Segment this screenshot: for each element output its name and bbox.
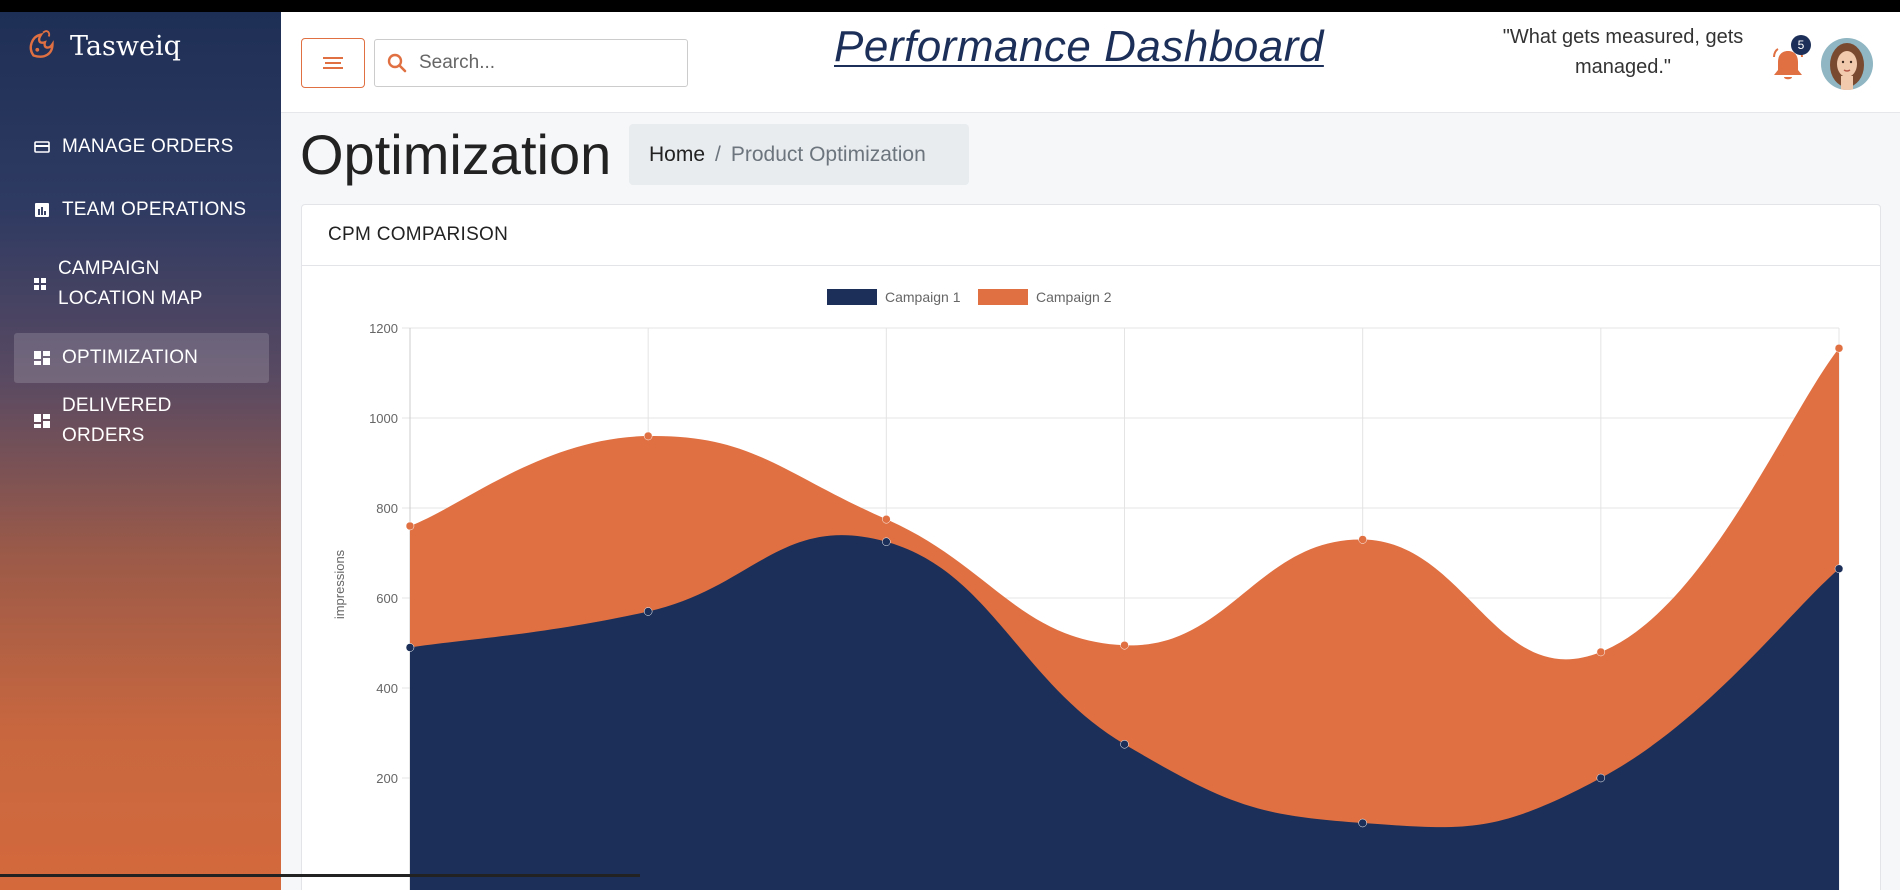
menu-toggle-button[interactable] <box>301 38 365 88</box>
avatar-image <box>1821 38 1873 90</box>
search-input[interactable] <box>419 52 669 74</box>
y-tick-label: 200 <box>376 771 398 786</box>
data-point <box>1358 818 1367 828</box>
y-tick-label: 1200 <box>369 321 398 336</box>
brand-name: Tasweiq <box>70 30 181 62</box>
data-point <box>1596 773 1606 783</box>
grid-icon <box>34 278 46 290</box>
sidebar: Tasweiq MANAGE ORDERS TEAM OPERATIONS <box>0 12 281 890</box>
legend-label: Campaign 1 <box>885 289 961 305</box>
card-title: CPM COMPARISON <box>302 205 1880 266</box>
sidebar-item-optimization[interactable]: OPTIMIZATION <box>14 333 269 383</box>
user-avatar[interactable] <box>1821 38 1873 90</box>
data-point <box>882 515 891 524</box>
sidebar-item-label: DELIVERED ORDERS <box>62 395 172 446</box>
data-point <box>1120 740 1129 749</box>
breadcrumb-separator: / <box>715 142 721 166</box>
breadcrumb: Home / Product Optimization <box>629 124 969 185</box>
credit-card-icon <box>34 141 50 153</box>
dashboard-icon <box>34 414 50 428</box>
y-tick-label: 1000 <box>369 411 398 426</box>
y-tick-label: 600 <box>376 591 398 606</box>
bar-chart-icon <box>35 203 49 217</box>
sidebar-item-label: CAMPAIGN LOCATION MAP <box>58 258 203 309</box>
search-icon <box>387 53 407 73</box>
data-point <box>643 431 653 441</box>
y-tick-label: 800 <box>376 501 398 516</box>
y-axis-label: impressions <box>332 549 347 619</box>
sidebar-nav: MANAGE ORDERS TEAM OPERATIONS CA <box>14 122 269 459</box>
dashboard-icon <box>34 351 50 365</box>
data-point <box>1596 647 1606 657</box>
sidebar-item-team-operations[interactable]: TEAM OPERATIONS <box>14 185 269 235</box>
sidebar-item-label: MANAGE ORDERS <box>62 136 234 157</box>
data-point <box>405 643 415 652</box>
breadcrumb-home-link[interactable]: Home <box>649 142 706 166</box>
data-point <box>882 537 891 546</box>
y-tick-label: 400 <box>376 681 398 696</box>
page-title: Optimization <box>300 123 612 186</box>
legend-swatch <box>827 289 877 305</box>
sidebar-item-label: TEAM OPERATIONS <box>62 199 247 220</box>
series-area-1 <box>410 535 1839 890</box>
sidebar-item-delivered-orders[interactable]: DELIVERED ORDERS <box>14 395 269 446</box>
data-point <box>1358 535 1367 544</box>
sidebar-item-campaign-location-map[interactable]: CAMPAIGN LOCATION MAP <box>14 248 269 320</box>
notification-count-badge: 5 <box>1791 35 1811 55</box>
data-point <box>1834 344 1844 353</box>
brand[interactable]: Tasweiq <box>24 26 181 66</box>
legend-swatch <box>978 289 1028 305</box>
data-point <box>1834 564 1844 573</box>
dashboard-title[interactable]: Performance Dashboard <box>834 22 1324 71</box>
tasweiq-logo-icon <box>29 30 54 58</box>
data-point <box>643 607 653 616</box>
cpm-comparison-card: CPM COMPARISON 200 400 600 800 1000 1200 impre… <box>301 204 1881 890</box>
search-box[interactable] <box>374 39 688 87</box>
data-point <box>405 521 415 531</box>
cpm-chart: 200 400 600 800 1000 1200 impressions Campaign … <box>332 289 1844 890</box>
bottom-scroll-indicator <box>0 874 640 877</box>
sidebar-item-label: OPTIMIZATION <box>62 347 199 368</box>
sidebar-item-manage-orders[interactable]: MANAGE ORDERS <box>14 122 269 172</box>
header-quote: "What gets measured, gets managed." <box>1502 26 1744 78</box>
top-header: Performance Dashboard "What gets measure… <box>281 12 1900 113</box>
data-point <box>1120 641 1129 650</box>
menu-icon <box>323 57 343 69</box>
breadcrumb-current: Product Optimization <box>730 142 926 166</box>
legend-label: Campaign 2 <box>1036 289 1112 305</box>
